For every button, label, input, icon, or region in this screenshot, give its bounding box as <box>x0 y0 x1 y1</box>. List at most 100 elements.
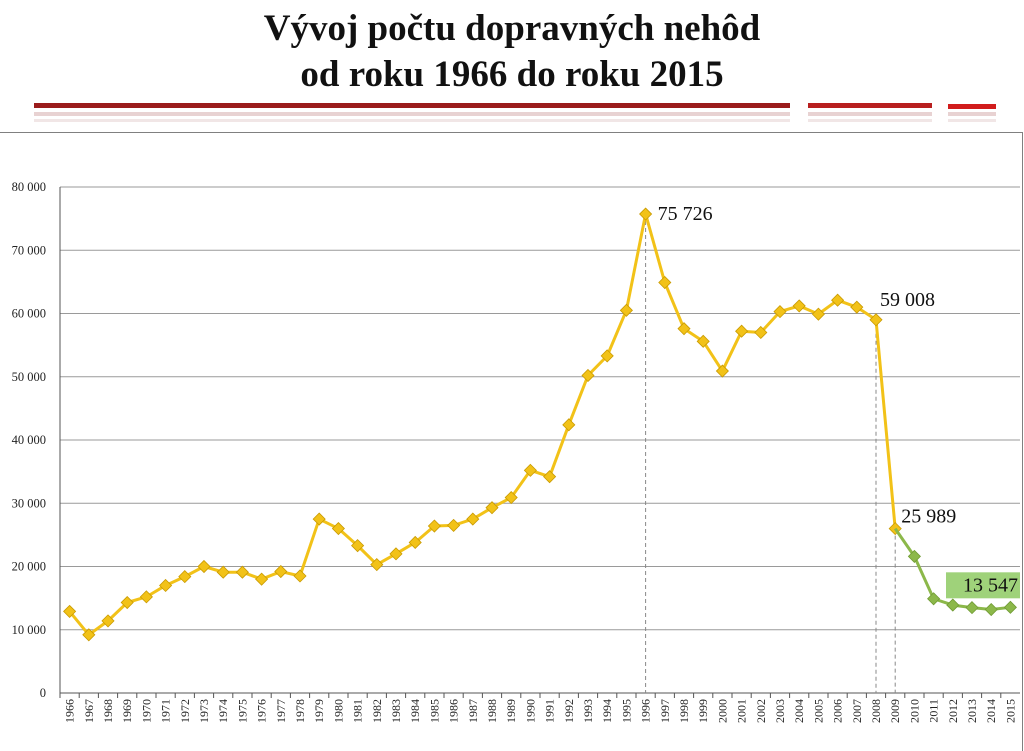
x-tick-label-19: 1985 <box>427 699 441 723</box>
x-tick-label-46: 2012 <box>946 699 960 723</box>
y-tick-label-0: 0 <box>40 686 46 700</box>
series-1-point-2012 <box>946 598 960 612</box>
x-tick-label-12: 1978 <box>293 699 307 723</box>
x-tick-label-4: 1970 <box>139 699 153 723</box>
x-tick-label-7: 1973 <box>197 699 211 723</box>
chart-frame <box>0 132 1023 751</box>
chart-title-line-1: Vývoj počtu dopravných nehôd <box>263 8 761 49</box>
x-tick-label-30: 1996 <box>639 699 653 723</box>
x-tick-label-16: 1982 <box>370 699 384 723</box>
series-0-point-1966 <box>63 604 77 618</box>
annotation-label-2: 25 989 <box>901 506 956 528</box>
series-0-point-1983 <box>389 547 403 561</box>
x-tick-label-17: 1983 <box>389 699 403 723</box>
annotation-label-0: 75 726 <box>658 203 713 225</box>
x-tick-label-40: 2006 <box>831 699 845 723</box>
y-tick-label-3: 30 000 <box>12 496 46 510</box>
x-tick-label-8: 1974 <box>216 699 230 723</box>
x-tick-label-14: 1980 <box>331 699 345 723</box>
series-0-point-1968 <box>101 614 115 628</box>
series-0-point-1979 <box>312 512 326 526</box>
x-tick-label-2: 1968 <box>101 699 115 723</box>
x-tick-label-48: 2014 <box>984 699 998 723</box>
series-0-point-2004 <box>792 299 806 313</box>
series-0-point-2003 <box>773 305 787 319</box>
series-1-point-2015 <box>1003 600 1017 614</box>
title-rule-long-shadow <box>34 112 790 116</box>
x-tick-label-6: 1972 <box>178 699 192 723</box>
y-tick-label-4: 40 000 <box>12 433 46 447</box>
series-0-point-1969 <box>120 595 134 610</box>
series-1-point-2010 <box>907 549 921 563</box>
x-tick-label-20: 1986 <box>447 699 461 723</box>
x-tick-label-5: 1971 <box>159 699 173 723</box>
series-0-point-1974 <box>216 565 230 579</box>
x-tick-label-25: 1991 <box>543 699 557 723</box>
series-0-point-2008 <box>869 313 883 327</box>
x-tick-label-11: 1977 <box>274 699 288 723</box>
x-tick-label-31: 1997 <box>658 699 672 723</box>
x-tick-label-35: 2001 <box>735 699 749 723</box>
series-0-point-1996 <box>639 207 653 221</box>
series-0-point-1975 <box>235 565 249 579</box>
series-0-point-1993 <box>581 368 595 383</box>
x-tick-label-23: 1989 <box>504 699 518 723</box>
x-tick-label-38: 2004 <box>792 699 806 723</box>
x-tick-label-34: 2000 <box>715 699 729 723</box>
series-0-point-1987 <box>466 512 480 526</box>
x-tick-label-15: 1981 <box>351 699 365 723</box>
x-tick-label-13: 1979 <box>312 699 326 723</box>
series-0-point-1988 <box>485 501 499 515</box>
y-tick-label-2: 20 000 <box>12 560 46 574</box>
series-0-point-1994 <box>600 349 614 363</box>
series-0-point-1977 <box>274 564 288 579</box>
series-0-point-1990 <box>523 463 537 477</box>
x-tick-label-29: 1995 <box>619 699 633 723</box>
series-1-point-2014 <box>984 602 998 617</box>
series-0-point-1998 <box>677 322 691 336</box>
series-0-point-2006 <box>831 293 845 307</box>
title-rule-medium-shadow2 <box>808 119 932 122</box>
chart-title: Vývoj počtu dopravných nehôd od roku 196… <box>0 6 1024 98</box>
x-tick-label-24: 1990 <box>523 699 537 723</box>
series-0-point-1981 <box>351 539 365 553</box>
series-0-point-2005 <box>811 307 825 321</box>
y-tick-label-1: 10 000 <box>12 623 46 637</box>
x-tick-label-1: 1967 <box>82 699 96 723</box>
series-0-point-2001 <box>735 324 749 338</box>
x-tick-label-0: 1966 <box>63 699 77 723</box>
series-0-point-1971 <box>159 578 173 593</box>
title-rule-long-shadow2 <box>34 119 790 122</box>
title-rule-short-shadow2 <box>948 119 996 122</box>
y-tick-label-8: 80 000 <box>12 180 46 194</box>
series-0-point-1991 <box>543 470 557 484</box>
chart-title-line-2: od roku 1966 do roku 2015 <box>300 54 724 95</box>
annotation-label-3: 13 547 <box>963 574 1018 596</box>
series-0-point-1976 <box>255 572 269 586</box>
x-tick-label-18: 1984 <box>408 699 422 723</box>
x-tick-label-10: 1976 <box>255 699 269 723</box>
title-rule-medium-shadow <box>808 112 932 116</box>
x-tick-label-47: 2013 <box>965 699 979 723</box>
series-0-point-1986 <box>447 518 461 532</box>
series-1-point-2011 <box>927 592 941 606</box>
x-tick-label-42: 2008 <box>869 699 883 723</box>
series-0-point-1970 <box>139 590 153 604</box>
annotation-label-1: 59 008 <box>880 289 935 311</box>
x-tick-label-27: 1993 <box>581 699 595 723</box>
x-tick-label-49: 2015 <box>1003 699 1017 723</box>
series-0-point-2002 <box>754 325 768 340</box>
x-tick-label-26: 1992 <box>562 699 576 723</box>
series-0-line <box>68 212 897 637</box>
y-tick-label-5: 50 000 <box>12 370 46 384</box>
title-rule-long <box>34 103 790 108</box>
y-tick-label-7: 70 000 <box>12 243 46 257</box>
series-0-point-1995 <box>619 303 633 317</box>
series-0-point-1982 <box>370 558 384 572</box>
x-tick-label-36: 2002 <box>754 699 768 723</box>
series-0-point-2000 <box>715 364 729 378</box>
series-1-point-2013 <box>965 601 979 615</box>
x-tick-label-22: 1988 <box>485 699 499 723</box>
series-0-point-1985 <box>427 519 441 533</box>
x-tick-label-3: 1969 <box>120 699 134 723</box>
